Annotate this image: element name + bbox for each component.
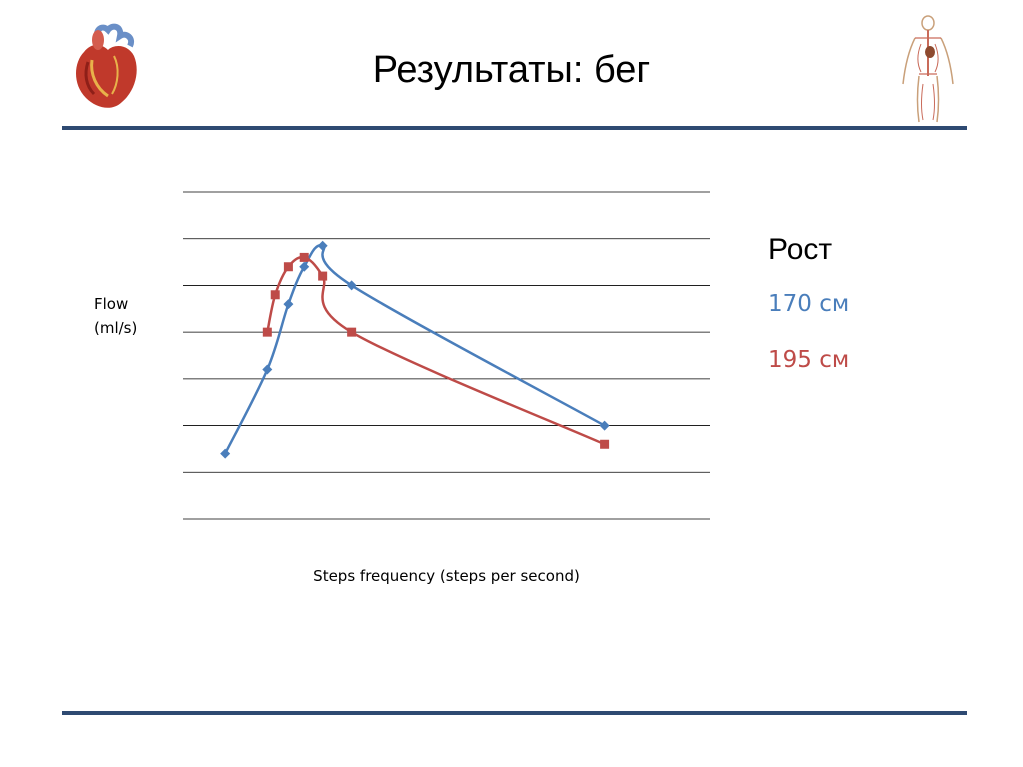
- data-point: [318, 271, 328, 281]
- chart-series: [220, 240, 610, 459]
- slide-title: Результаты: бег: [372, 49, 651, 91]
- series-line: [224, 244, 606, 455]
- data-point: [599, 420, 610, 431]
- series-1: [220, 240, 610, 459]
- legend-item-195: 195 см: [768, 347, 850, 373]
- data-point: [220, 448, 231, 459]
- data-point: [347, 327, 357, 337]
- data-point: [299, 252, 309, 262]
- y-axis-label: Flow (ml/s): [94, 292, 137, 340]
- data-point: [262, 327, 272, 337]
- y-axis-label-line-2: (ml/s): [94, 319, 138, 337]
- series-2: [262, 252, 610, 449]
- data-point: [283, 262, 293, 272]
- anatomy-icon: [893, 14, 963, 124]
- data-point: [283, 299, 294, 310]
- y-axis-label-line-1: Flow: [94, 295, 129, 313]
- data-point: [317, 240, 328, 251]
- data-point: [299, 261, 310, 272]
- data-point: [346, 280, 357, 291]
- gridlines: [183, 191, 710, 520]
- legend-item-170: 170 см: [768, 291, 850, 317]
- bottom-divider: [62, 711, 967, 715]
- data-point: [600, 439, 610, 449]
- series-line: [266, 255, 606, 446]
- top-divider: [62, 126, 967, 130]
- x-axis-label: Steps frequency (steps per second): [313, 567, 580, 585]
- data-point: [262, 364, 273, 375]
- heart-icon: [68, 22, 144, 114]
- data-point: [270, 290, 280, 300]
- legend-title: Рост: [768, 233, 833, 266]
